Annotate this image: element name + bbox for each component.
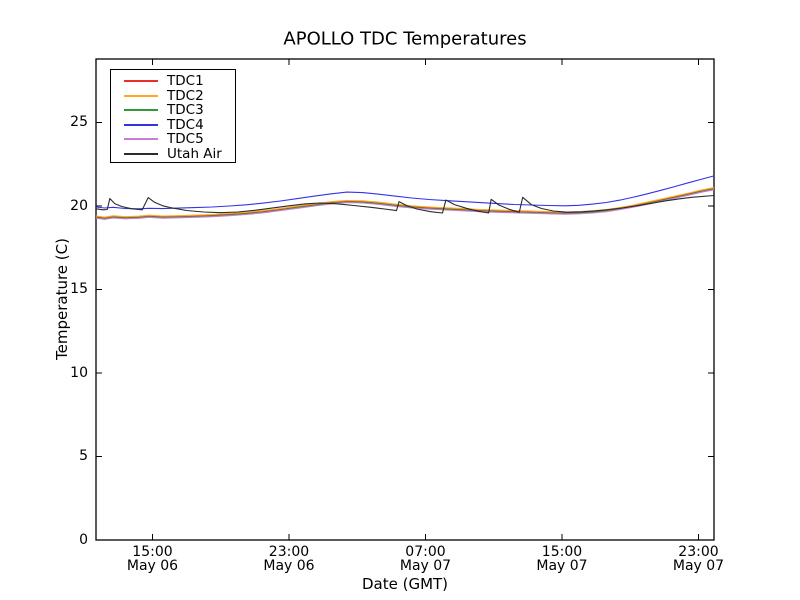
legend-item-tdc5: TDC5 [124,132,235,147]
legend-item-tdc3: TDC3 [124,103,235,118]
y-tick-label: 15 [70,281,88,298]
series-line-tdc1 [95,187,715,219]
x-tick-label: 15:00 May 07 [536,544,588,574]
axes-frame [95,58,715,541]
y-tick-label: 0 [79,532,88,548]
legend-item-utah-air: Utah Air [124,147,235,162]
legend-label: Utah Air [167,145,222,162]
legend-item-tdc1: TDC1 [124,74,235,89]
legend-line-swatch [124,123,158,126]
x-tick-label: 23:00 May 07 [672,544,725,574]
legend-line-swatch [124,94,158,97]
y-tick-label: 5 [79,448,88,465]
legend-label: TDC3 [167,102,204,119]
y-tick-label: 20 [70,197,88,214]
legend-line-swatch [124,109,158,112]
legend-line-swatch [124,138,158,141]
x-tick-label: 15:00 May 06 [126,544,179,574]
legend-item-tdc2: TDC2 [124,89,235,104]
legend-line-swatch [124,152,158,155]
x-tick-label: 07:00 May 07 [399,544,452,574]
series-line-tdc5 [95,189,715,220]
series-line-tdc2 [95,187,715,218]
legend-label: TDC4 [167,116,204,133]
x-axis-label: Date (GMT) [361,575,449,593]
legend: TDC1 TDC2 TDC3 TDC4 TDC5 Utah Air [110,69,236,163]
series-line-tdc4 [95,175,715,210]
y-tick-label: 25 [70,114,88,131]
legend-label: TDC2 [167,87,204,104]
legend-line-swatch [124,80,158,83]
series-line-tdc3 [95,188,715,220]
legend-label: TDC5 [167,131,204,148]
legend-item-tdc4: TDC4 [124,118,235,133]
x-tick-label: 23:00 May 06 [263,544,315,574]
series-line-utah-air [95,194,715,214]
chart-title: APOLLO TDC Temperatures [283,28,527,50]
legend-label: TDC1 [167,73,204,90]
y-tick-label: 10 [70,364,88,381]
